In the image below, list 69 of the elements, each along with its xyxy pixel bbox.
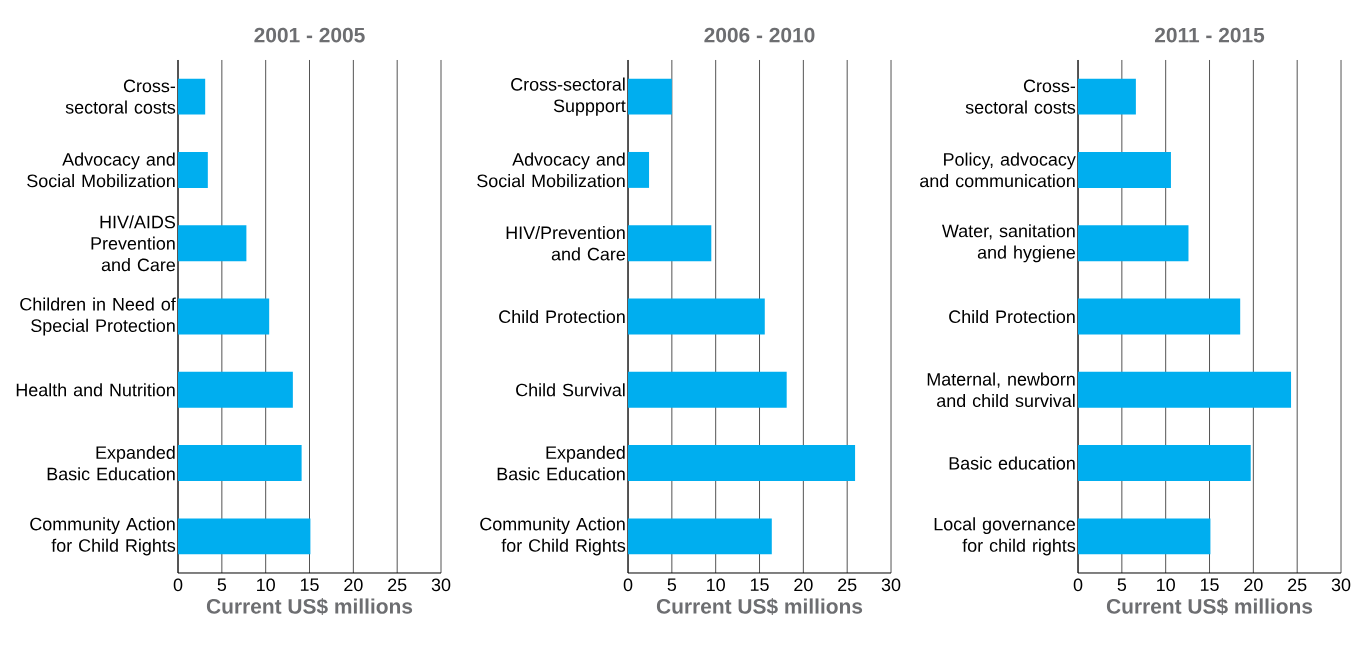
x-tick-label: 0	[173, 578, 183, 592]
bar	[178, 225, 247, 262]
x-tick-label: 5	[1117, 578, 1127, 592]
y-tick-label: Child Survival	[516, 383, 625, 397]
bar	[1078, 371, 1292, 408]
x-tick-label: 15	[300, 578, 319, 592]
x-tick-label: 25	[1288, 578, 1307, 592]
x-tick-label: 20	[1244, 578, 1263, 592]
bar	[628, 298, 765, 335]
y-tick-label: Local governance for child rights	[934, 517, 1076, 556]
x-tick-label: 10	[707, 578, 725, 592]
y-tick-label: Cross-sectoral costs	[965, 79, 1076, 114]
x-tick-label: 10	[257, 578, 275, 592]
y-tick-label: Water, sanitation and hygiene	[942, 224, 1075, 263]
y-tick-label: Cross-sectoral costs	[65, 79, 176, 114]
x-tick-label: 15	[750, 578, 769, 592]
bar	[628, 225, 712, 262]
y-tick-label: Cross-sectoral Suppport	[511, 77, 626, 116]
x-tick-label: 25	[838, 578, 857, 592]
y-tick-label: Child Protection	[949, 309, 1075, 324]
chart-title: 2011 - 2015	[1154, 27, 1265, 43]
x-tick-label: 0	[623, 578, 633, 592]
bar	[1078, 225, 1189, 262]
bar	[178, 371, 293, 408]
x-tick-label: 15	[1200, 578, 1219, 592]
bar	[628, 371, 787, 408]
y-tick-label: Maternal, newborn and child survival	[927, 372, 1075, 408]
y-tick-label: Policy, advocacy and communication	[920, 152, 1076, 188]
bar	[178, 151, 208, 188]
bar	[178, 78, 206, 115]
bar	[628, 445, 856, 482]
bar	[628, 518, 772, 555]
bar	[1078, 518, 1211, 555]
y-tick-label: Basic education	[949, 456, 1075, 470]
x-tick-label: 20	[794, 578, 813, 592]
x-tick-label: 5	[667, 578, 677, 592]
chart-title: 2006 - 2010	[704, 27, 815, 43]
bar	[1078, 445, 1251, 482]
y-tick-label: Health and Nutrition	[16, 383, 175, 397]
x-tick-label: 30	[431, 578, 451, 592]
x-tick-label: 25	[388, 578, 407, 592]
x-tick-label: 30	[1331, 578, 1351, 592]
x-axis-title: Current US$ millions	[1106, 598, 1313, 616]
chart-title: 2001 - 2005	[254, 27, 365, 43]
y-tick-label: Expanded Basic Education	[497, 445, 625, 481]
x-tick-label: 5	[217, 578, 227, 592]
bar	[1078, 78, 1136, 115]
x-tick-label: 10	[1157, 578, 1175, 592]
y-tick-label: Advocacy and Social Mobilization	[27, 152, 175, 188]
y-tick-label: Community Action for Child Rights	[30, 517, 176, 556]
x-tick-label: 20	[344, 578, 363, 592]
y-tick-label: HIV/AIDS Prevention and Care	[91, 215, 175, 272]
y-tick-label: Children in Need of Special Protection	[20, 297, 176, 336]
bar	[178, 445, 302, 482]
bar	[178, 298, 270, 335]
y-tick-label: Community Action for Child Rights	[480, 517, 626, 556]
y-tick-label: Advocacy and Social Mobilization	[477, 152, 625, 188]
x-axis-title: Current US$ millions	[206, 598, 413, 616]
y-tick-label: Child Protection	[499, 309, 625, 324]
x-axis-title: Current US$ millions	[656, 598, 863, 616]
bar	[628, 78, 672, 115]
x-tick-label: 0	[1073, 578, 1083, 592]
x-tick-label: 30	[881, 578, 901, 592]
bar	[178, 518, 311, 555]
bar	[628, 151, 650, 188]
y-tick-label: Expanded Basic Education	[47, 445, 175, 481]
bar	[1078, 151, 1171, 188]
y-tick-label: HIV/Prevention and Care	[506, 225, 625, 261]
bar	[1078, 298, 1241, 335]
